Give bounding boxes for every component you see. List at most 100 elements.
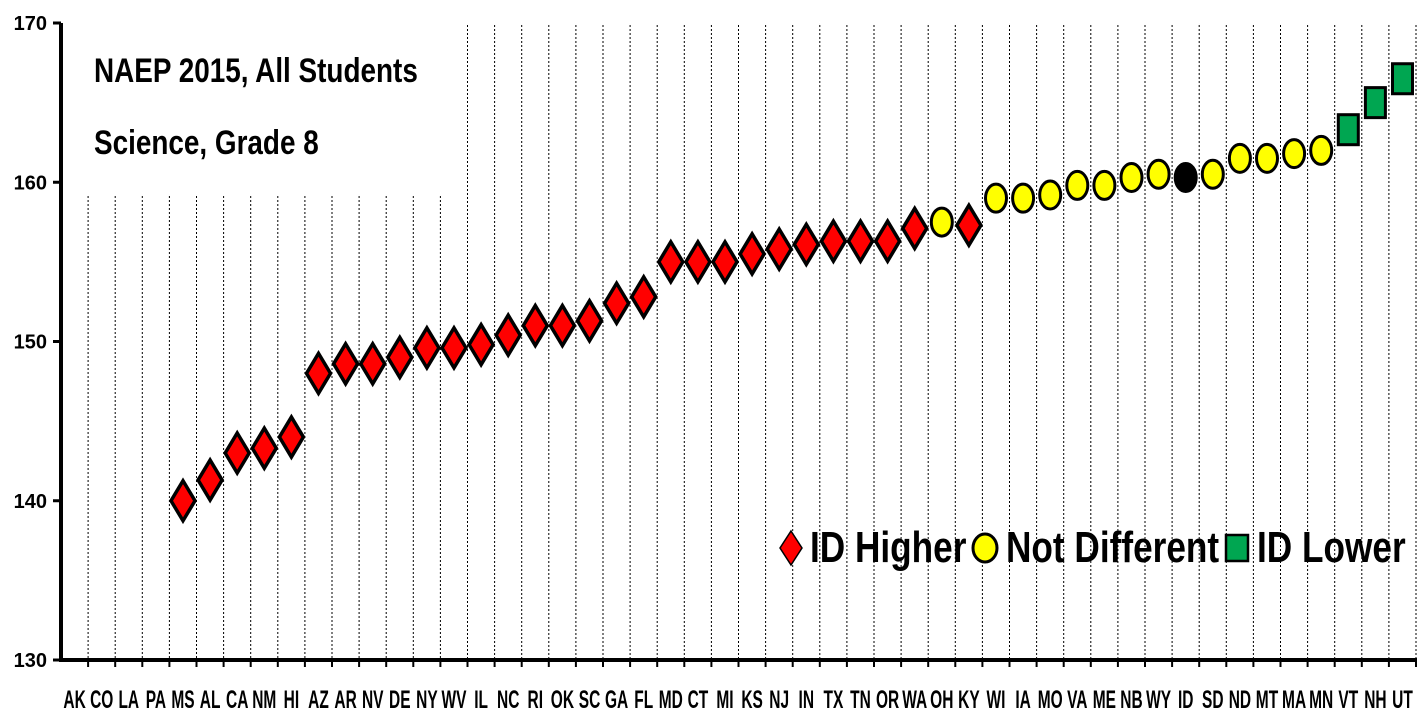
x-tick-label: SD [1202, 686, 1224, 714]
x-tick-label: MS [171, 686, 194, 714]
point-id [1173, 161, 1198, 193]
legend-label-higher: ID Higher [810, 523, 967, 572]
legend-item-higher: ID Higher [778, 522, 1006, 574]
x-tick-label: ME [1093, 686, 1116, 714]
legend-item-lower: ID Lower [1223, 522, 1417, 574]
point-al [196, 456, 225, 504]
y-tick-label: 130 [14, 650, 47, 672]
y-tick-label: 170 [14, 13, 47, 35]
x-tick-label: DE [389, 686, 411, 714]
point-hi [277, 413, 306, 461]
x-tick-label: MO [1038, 686, 1063, 714]
point-wv [439, 324, 469, 372]
point-wy [1146, 158, 1171, 190]
y-tick-label: 140 [14, 491, 47, 513]
point-oh [929, 206, 954, 238]
point-wi [984, 182, 1008, 214]
x-tick-label: NV [362, 686, 384, 714]
point-nm [250, 424, 279, 472]
x-tick-label: MI [716, 686, 733, 714]
chart-subtitle: Science, Grade 8 [94, 124, 319, 162]
point-or [873, 217, 902, 265]
point-ct [683, 238, 712, 286]
x-tick-label: KS [741, 686, 763, 714]
legend-label-not-different: Not Different [1006, 523, 1220, 572]
x-tick-label: WV [442, 686, 467, 714]
point-ms [168, 477, 198, 525]
point-mi [710, 238, 740, 286]
point-wa [900, 205, 929, 252]
x-tick-label: LA [118, 686, 139, 714]
x-tick-label: AK [63, 686, 85, 714]
point-ia [1011, 182, 1036, 214]
point-sc [575, 297, 604, 345]
x-tick-label: HI [284, 686, 299, 714]
x-tick-label: AR [334, 686, 356, 714]
point-va [1065, 169, 1090, 201]
y-tick-label: 160 [14, 172, 47, 194]
point-nj [765, 225, 794, 273]
x-tick-label: NY [416, 686, 438, 714]
x-tick-label: KY [958, 686, 980, 714]
point-ar [331, 340, 360, 388]
x-tick-label: GA [605, 686, 628, 714]
x-tick-label: MN [1309, 686, 1333, 714]
legend-item-not-different: Not Different [970, 522, 1272, 574]
x-tick-label: ND [1229, 686, 1251, 714]
x-tick-label: TN [850, 686, 871, 714]
point-mt [1255, 142, 1279, 174]
point-mo [1038, 179, 1063, 211]
data-points [168, 62, 1414, 525]
x-tick-label: VT [1338, 686, 1358, 714]
x-tick-label: NH [1364, 686, 1386, 714]
x-tick-label: OH [930, 686, 953, 714]
x-tick-label: NC [497, 686, 519, 714]
x-tick-label: RI [528, 686, 543, 714]
x-tick-label: AZ [308, 686, 329, 714]
x-tick-label: MT [1256, 686, 1279, 714]
x-tick-label: MD [659, 686, 683, 714]
point-nd [1227, 142, 1252, 174]
x-tick-label: CT [688, 686, 709, 714]
y-tick-label: 150 [14, 332, 47, 354]
x-tick-label: IN [799, 686, 814, 714]
legend-label-lower: ID Lower [1257, 523, 1406, 572]
legend-circle-marker [971, 532, 999, 564]
point-de [385, 334, 414, 381]
point-sd [1200, 158, 1225, 190]
x-tick-label: WY [1146, 686, 1171, 714]
point-in [792, 220, 821, 268]
point-tx [819, 217, 848, 265]
x-tick-label: NB [1120, 686, 1142, 714]
x-tick-label: AL [200, 686, 221, 714]
point-il [467, 321, 496, 369]
x-tick-label: WI [987, 686, 1006, 714]
x-tick-label: WA [902, 686, 927, 714]
x-tick-label: NM [252, 686, 276, 714]
legend-diamond-marker [779, 529, 803, 567]
x-tick-label: OK [551, 686, 574, 714]
point-md [656, 238, 685, 286]
point-mn [1309, 134, 1334, 166]
x-tick-label: CO [90, 686, 113, 714]
point-ca [223, 429, 252, 477]
point-nh [1363, 86, 1387, 120]
point-ny [412, 324, 441, 372]
grid-lines [87, 25, 1417, 660]
point-nv [358, 340, 387, 388]
chart-title: NAEP 2015, All Students [94, 52, 418, 90]
point-ky [954, 201, 983, 249]
x-tick-label: CA [226, 686, 248, 714]
y-axis-ticks: 130 140 150 160 170 [14, 13, 61, 672]
point-nb [1119, 161, 1144, 193]
x-tick-label: TX [824, 686, 844, 714]
x-tick-label: ID [1178, 686, 1193, 714]
x-tick-label: VA [1067, 686, 1087, 714]
x-tick-label: IL [474, 686, 488, 714]
x-tick-label: PA [146, 686, 166, 714]
point-ut [1391, 62, 1414, 96]
point-tn [846, 217, 875, 265]
point-ok [548, 302, 577, 349]
point-ri [521, 302, 550, 349]
